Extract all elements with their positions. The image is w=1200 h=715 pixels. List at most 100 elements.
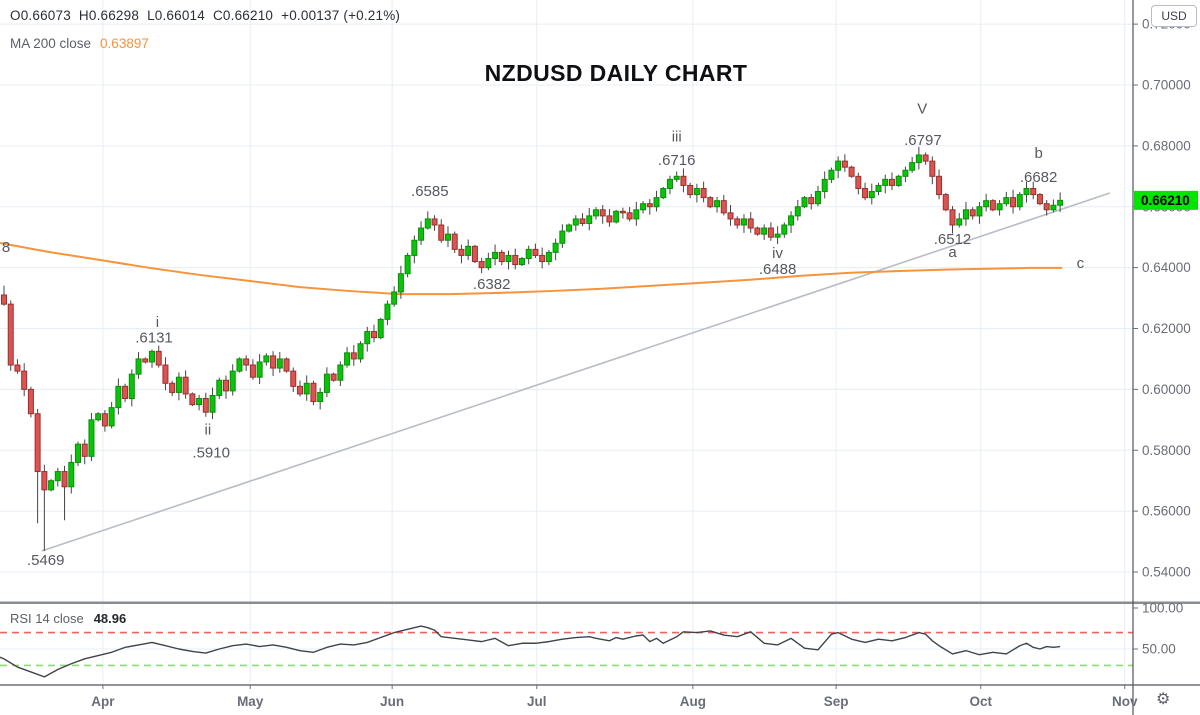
candle[interactable] [471, 245, 478, 263]
candle[interactable] [687, 184, 694, 196]
candle[interactable] [518, 257, 525, 266]
candle[interactable] [95, 413, 102, 421]
candle[interactable] [956, 218, 963, 226]
candle[interactable] [182, 376, 189, 395]
candle[interactable] [539, 254, 546, 263]
candle[interactable] [303, 382, 310, 395]
candle[interactable] [431, 218, 438, 226]
candle[interactable] [512, 254, 519, 266]
ma-indicator-row[interactable]: MA 200 close 0.63897 [10, 36, 149, 51]
candle[interactable] [485, 257, 492, 269]
candle[interactable] [989, 200, 996, 211]
candle[interactable] [915, 154, 922, 164]
candle[interactable] [229, 370, 236, 392]
candle[interactable] [1050, 204, 1057, 211]
candle[interactable] [357, 343, 364, 360]
candle[interactable] [653, 197, 660, 208]
candle[interactable] [249, 364, 256, 378]
candle[interactable] [142, 358, 149, 363]
candle[interactable] [169, 382, 176, 393]
candle[interactable] [397, 273, 404, 293]
candle[interactable] [61, 471, 68, 488]
candle[interactable] [88, 419, 95, 457]
candle[interactable] [525, 248, 532, 259]
candle[interactable] [949, 209, 956, 226]
candle[interactable] [391, 291, 398, 305]
candle[interactable] [350, 352, 357, 360]
candle[interactable] [1003, 197, 1010, 205]
candle[interactable] [290, 370, 297, 387]
candle[interactable] [128, 373, 135, 400]
candle[interactable] [801, 197, 808, 208]
candle[interactable] [148, 350, 155, 363]
candle[interactable] [175, 376, 182, 393]
candle[interactable] [862, 187, 869, 199]
candle[interactable] [559, 230, 566, 244]
candle[interactable] [283, 358, 290, 372]
candle[interactable] [1, 294, 7, 305]
candle[interactable] [492, 251, 499, 259]
candle[interactable] [902, 169, 909, 177]
candle[interactable] [444, 233, 451, 241]
candle[interactable] [774, 233, 781, 238]
candle[interactable] [936, 175, 943, 196]
candle[interactable] [714, 200, 721, 208]
candle[interactable] [619, 210, 626, 214]
candle[interactable] [270, 355, 277, 369]
candle[interactable] [740, 218, 747, 226]
candle[interactable] [505, 254, 512, 263]
candle[interactable] [767, 227, 774, 238]
candle[interactable] [202, 398, 209, 413]
candle[interactable] [633, 209, 640, 220]
candle[interactable] [788, 215, 795, 226]
candle[interactable] [592, 209, 599, 217]
candle[interactable] [922, 154, 929, 162]
candle[interactable] [68, 461, 75, 488]
candle[interactable] [256, 361, 263, 378]
candle[interactable] [586, 215, 593, 224]
candle[interactable] [344, 352, 351, 366]
candle[interactable] [613, 210, 620, 223]
candle[interactable] [189, 393, 196, 406]
candle[interactable] [666, 178, 673, 189]
candle[interactable] [1036, 194, 1043, 205]
candle[interactable] [377, 318, 384, 339]
candle[interactable] [626, 212, 633, 220]
candle[interactable] [364, 331, 371, 345]
candle[interactable] [451, 233, 458, 250]
candle[interactable] [855, 175, 862, 189]
candle[interactable] [754, 227, 761, 235]
candle[interactable] [700, 187, 707, 199]
candle[interactable] [734, 218, 741, 226]
candle[interactable] [216, 379, 223, 396]
candle[interactable] [384, 303, 391, 320]
candle[interactable] [418, 227, 425, 241]
candle[interactable] [727, 212, 734, 220]
candle[interactable] [465, 245, 472, 256]
candle[interactable] [411, 239, 418, 256]
candle[interactable] [969, 209, 976, 217]
candle[interactable] [680, 175, 687, 186]
candle[interactable] [27, 388, 34, 415]
last-price-badge[interactable] [1134, 190, 1198, 210]
candle[interactable] [7, 303, 14, 366]
candle[interactable] [942, 194, 949, 211]
candle[interactable] [693, 187, 700, 196]
candle[interactable] [821, 178, 828, 193]
candle[interactable] [868, 191, 875, 199]
candle[interactable] [707, 197, 714, 208]
candle[interactable] [323, 373, 330, 393]
candle[interactable] [81, 443, 88, 457]
candle[interactable] [808, 197, 815, 205]
candle[interactable] [841, 160, 848, 168]
candle[interactable] [976, 206, 983, 217]
candle[interactable] [458, 248, 465, 256]
candle[interactable] [478, 261, 485, 269]
candle[interactable] [572, 218, 579, 226]
candle[interactable] [882, 178, 889, 186]
candle[interactable] [14, 364, 21, 372]
candle[interactable] [962, 209, 969, 220]
candle[interactable] [875, 184, 882, 193]
candle[interactable] [21, 370, 28, 390]
